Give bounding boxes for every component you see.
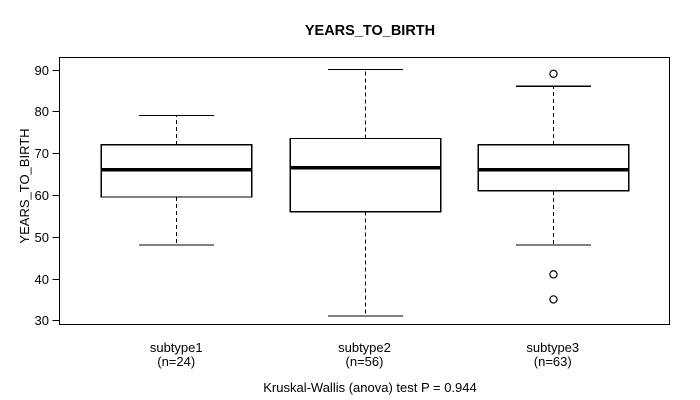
y-tick-label: 30 (35, 313, 49, 328)
outlier-point (549, 295, 558, 304)
y-axis-title: YEARS_TO_BIRTH (17, 128, 32, 243)
x-category-label: subtype1 (150, 340, 203, 355)
y-tick-label: 50 (35, 230, 49, 245)
outlier-point (549, 69, 558, 78)
y-tick-label: 70 (35, 146, 49, 161)
x-category-count: (n=24) (157, 354, 195, 369)
outlier-point (549, 270, 558, 279)
iqr-box (477, 144, 630, 192)
boxplot-subtype2 (289, 69, 442, 317)
x-category-label: subtype2 (338, 340, 391, 355)
y-tick-label: 90 (35, 63, 49, 78)
boxplot-subtype1 (100, 114, 253, 246)
y-axis-ticks: 30 40 50 60 70 80 90 (35, 63, 60, 328)
boxplot-subtype3 (477, 69, 630, 304)
x-axis-labels: subtype1(n=24) subtype2(n=56) subtype3(n=6… (150, 340, 579, 369)
iqr-box (289, 137, 442, 213)
boxplot-series (100, 69, 630, 317)
x-category-label: subtype3 (526, 340, 579, 355)
y-tick-label: 60 (35, 188, 49, 203)
y-tick-label: 80 (35, 104, 49, 119)
x-category-count: (n=63) (534, 354, 572, 369)
caption-text: Kruskal-Wallis (anova) test P = 0.944 (263, 380, 477, 395)
y-tick-label: 40 (35, 272, 49, 287)
chart-title: YEARS_TO_BIRTH (305, 23, 435, 39)
plot-frame (59, 57, 670, 325)
x-category-count: (n=56) (346, 354, 384, 369)
